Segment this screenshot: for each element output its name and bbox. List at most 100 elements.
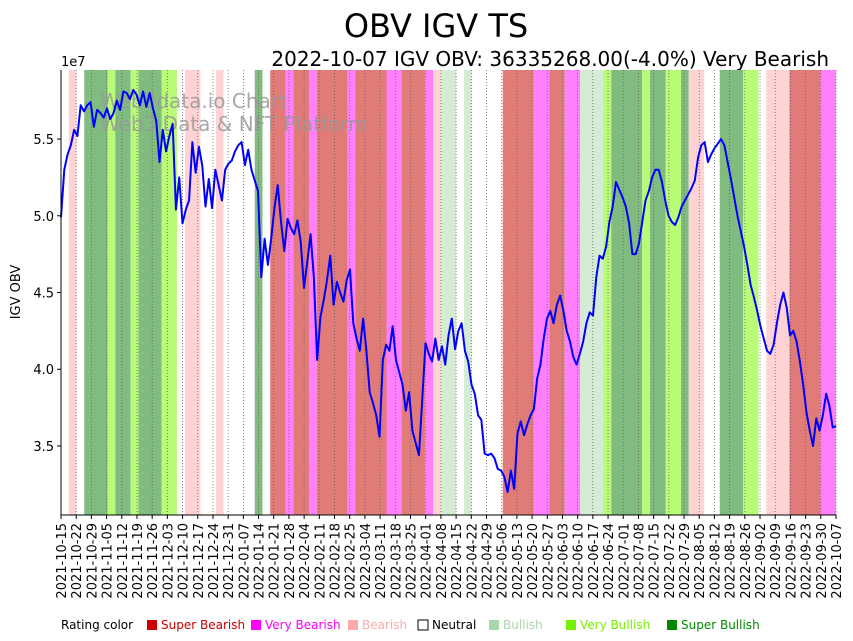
x-tick-label: 2022-01-07: [237, 523, 252, 599]
legend-swatch-neutral: [417, 619, 429, 631]
x-tick-label: 2021-12-31: [222, 523, 237, 599]
rating-band-very-bearish: [820, 70, 836, 515]
x-tick-label: 2022-04-29: [480, 523, 495, 599]
x-tick-label: 2022-09-09: [769, 523, 784, 599]
legend-swatch-very-bearish: [251, 620, 261, 630]
x-tick-label: 2022-01-14: [253, 523, 268, 599]
x-tick-label: 2022-04-22: [465, 523, 480, 599]
rating-band-very-bullish: [665, 70, 681, 515]
x-tick-label: 2022-02-11: [313, 523, 328, 599]
rating-band-neutral: [200, 70, 216, 515]
x-tick-label: 2022-03-18: [389, 523, 404, 599]
rating-band-very-bearish: [533, 70, 550, 515]
legend-swatch-super-bullish: [667, 620, 677, 630]
rating-band-super-bullish: [681, 70, 689, 515]
rating-band-very-bullish: [161, 70, 178, 515]
x-tick-label: 2021-10-15: [55, 523, 70, 599]
x-tick-label: 2022-04-15: [450, 523, 465, 599]
rating-band-bearish: [185, 70, 201, 515]
rating-band-neutral: [76, 70, 85, 515]
rating-band-very-bullish: [107, 70, 116, 515]
rating-band-super-bullish: [115, 70, 131, 515]
x-tick-label: 2022-08-26: [739, 523, 754, 599]
x-tick-label: 2022-09-02: [754, 523, 769, 599]
x-tick-label: 2021-12-17: [192, 523, 207, 599]
x-tick-label: 2021-11-26: [146, 523, 161, 599]
x-tick-label: 2022-09-30: [815, 523, 830, 599]
legend-label-neutral: Neutral: [432, 618, 476, 632]
y-tick-label: 5.5: [33, 133, 54, 148]
legend-swatch-super-bearish: [147, 620, 157, 630]
legend: Rating color Super Bearish Very Bearish Be…: [61, 618, 760, 632]
watermark-line-1: Web3data.io Chart: [100, 89, 287, 113]
rating-band-very-bullish: [743, 70, 759, 515]
rating-band-neutral: [177, 70, 185, 515]
y-tick-label: 5.0: [33, 210, 54, 225]
y-tick-label: 4.5: [33, 287, 54, 302]
chart-title: OBV IGV TS: [344, 7, 528, 45]
rating-band-super-bearish: [789, 70, 821, 515]
x-tick-label: 2022-05-13: [511, 523, 526, 599]
rating-band-very-bearish: [564, 70, 581, 515]
rating-band-super-bearish: [270, 70, 286, 515]
x-tick-label: 2022-05-27: [541, 523, 556, 599]
rating-band-neutral: [704, 70, 720, 515]
series-layer: [60, 88, 837, 493]
x-tick-label: 2021-12-24: [207, 523, 222, 599]
y-tick-label: 4.0: [33, 363, 54, 378]
watermark-line-2: Web3 Data & NFT Platform: [100, 112, 368, 136]
x-tick-label: 2021-11-05: [101, 523, 116, 599]
rating-band-very-bearish: [425, 70, 433, 515]
x-tick-label: 2021-12-10: [177, 523, 192, 599]
y-ticks: 3.5 4.0 4.5 5.0 5.5: [33, 133, 61, 455]
x-tick-label: 2022-10-07: [830, 523, 845, 599]
rating-band-super-bearish: [502, 70, 534, 515]
rating-band-very-bullish: [130, 70, 139, 515]
y-axis-label: IGV OBV: [9, 265, 24, 320]
x-tick-label: 2022-04-01: [420, 523, 435, 599]
rating-band-neutral: [61, 70, 69, 515]
chart-subtitle: 2022-10-07 IGV OBV: 36335268.00(-4.0%) V…: [271, 47, 829, 71]
rating-band-very-bearish: [309, 70, 317, 515]
legend-label-bullish: Bullish: [503, 618, 543, 632]
rating-band-super-bullish: [84, 70, 108, 515]
x-tick-label: 2022-06-24: [602, 523, 617, 599]
x-tick-label: 2022-02-18: [329, 523, 344, 599]
rating-band-bearish: [766, 70, 790, 515]
x-tick-label: 2022-06-10: [572, 523, 587, 599]
rating-band-bullish: [580, 70, 604, 515]
rating-band-super-bearish: [402, 70, 426, 515]
rating-band-super-bearish: [355, 70, 387, 515]
legend-label-super-bullish: Super Bullish: [681, 618, 760, 632]
legend-title: Rating color: [61, 618, 133, 632]
legend-swatch-bullish: [489, 620, 499, 630]
rating-band-bullish: [440, 70, 457, 515]
x-tick-label: 2022-01-21: [268, 523, 283, 599]
x-tick-label: 2022-08-12: [708, 523, 723, 599]
x-tick-label: 2022-09-16: [784, 523, 799, 599]
rating-band-bullish: [464, 70, 472, 515]
rating-band-very-bullish: [603, 70, 612, 515]
x-tick-label: 2022-03-04: [359, 523, 374, 599]
rating-band-neutral: [758, 70, 767, 515]
legend-label-bearish: Bearish: [362, 618, 407, 632]
legend-swatch-very-bullish: [566, 620, 576, 630]
x-tick-label: 2022-05-06: [496, 523, 511, 599]
x-tick-label: 2022-07-15: [648, 523, 663, 599]
x-tick-label: 2021-12-03: [161, 523, 176, 599]
x-tick-label: 2022-01-28: [283, 523, 298, 599]
legend-label-very-bearish: Very Bearish: [265, 618, 341, 632]
x-tick-label: 2022-07-08: [632, 523, 647, 599]
rating-band-super-bearish: [549, 70, 565, 515]
watermark: Web3data.io Chart Web3 Data & NFT Platfo…: [100, 89, 368, 136]
rating-band-bearish: [68, 70, 77, 515]
x-tick-label: 2022-04-08: [435, 523, 450, 599]
x-tick-label: 2022-07-29: [678, 523, 693, 599]
x-tick-label: 2022-03-11: [374, 523, 389, 599]
rating-band-very-bearish: [386, 70, 402, 515]
x-tick-label: 2021-11-19: [131, 523, 146, 599]
rating-band-bearish: [216, 70, 224, 515]
x-tick-label: 2022-02-25: [344, 523, 359, 599]
rating-band-neutral: [471, 70, 503, 515]
